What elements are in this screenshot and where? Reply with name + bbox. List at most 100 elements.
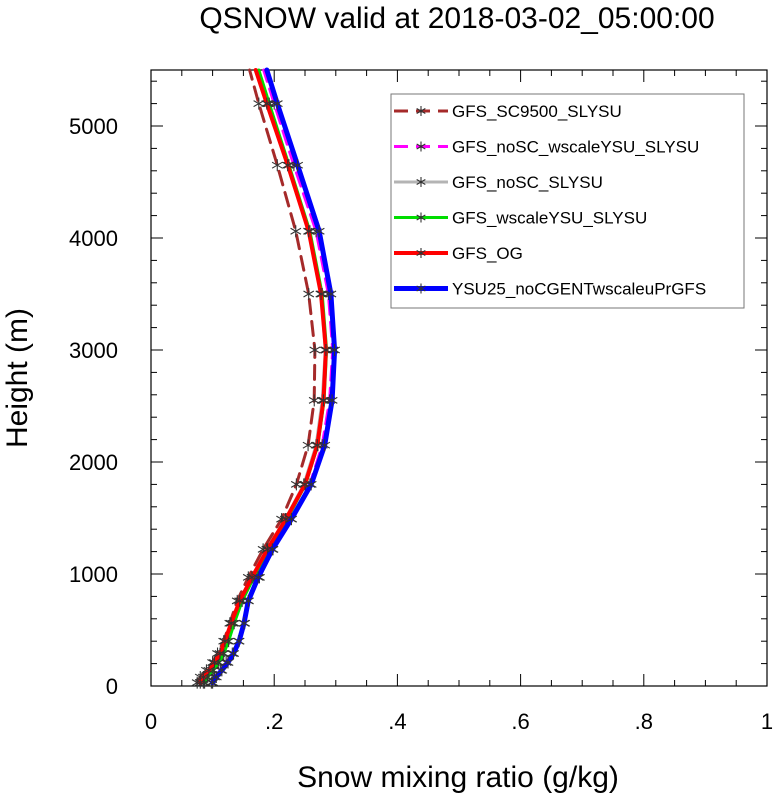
- series-marker: [242, 594, 254, 607]
- series-marker: [203, 664, 215, 677]
- series-marker: [222, 656, 234, 669]
- marker-stroke: [271, 100, 283, 108]
- marker-stroke: [319, 441, 331, 449]
- marker-stroke: [219, 637, 231, 645]
- marker-stroke: [292, 161, 304, 169]
- marker-stroke: [416, 108, 426, 114]
- legend-item: GFS_noSC_wscaleYSU_SLYSU: [394, 138, 699, 157]
- series-marker: [252, 571, 264, 584]
- series-marker: [318, 394, 329, 407]
- marker-stroke: [214, 650, 226, 657]
- series-marker: [416, 248, 426, 258]
- series-marker: [320, 344, 332, 356]
- x-tick-label: .2: [265, 709, 283, 734]
- series-marker: [216, 664, 228, 677]
- series-marker: [282, 159, 294, 172]
- marker-stroke: [416, 250, 426, 256]
- marker-stroke: [203, 666, 215, 674]
- marker-stroke: [416, 143, 426, 150]
- series-marker: [313, 225, 325, 238]
- series-marker: [238, 617, 250, 630]
- series-marker: [325, 288, 337, 300]
- marker-stroke: [228, 650, 240, 657]
- series-marker: [326, 394, 338, 407]
- series-GFS_OG: [194, 68, 332, 689]
- marker-stroke: [285, 515, 297, 523]
- marker-stroke: [271, 161, 283, 169]
- y-axis-label: Height (m): [1, 308, 34, 448]
- series-marker: [271, 97, 283, 110]
- series-marker: [315, 288, 327, 300]
- series-marker: [308, 394, 320, 407]
- series-line: [198, 68, 328, 685]
- marker-stroke: [266, 545, 278, 553]
- series-marker: [225, 617, 237, 630]
- x-tick-label: .4: [388, 709, 406, 734]
- marker-stroke: [238, 619, 250, 627]
- legend-item: GFS_noSC_SLYSU: [394, 173, 603, 192]
- series-GFS_noSC_SLYSU: [197, 68, 331, 689]
- series-marker: [416, 177, 426, 187]
- axis-ticks: 0 .2 .4 .6 .8 1 0 1000 2000 3000 4000 5000: [69, 70, 773, 734]
- series-marker: [208, 656, 220, 669]
- legend-item: GFS_wscaleYSU_SLYSU: [394, 209, 647, 228]
- series-marker: [416, 141, 426, 152]
- marker-stroke: [197, 673, 209, 681]
- series-marker: [233, 635, 245, 648]
- marker-stroke: [242, 597, 254, 605]
- series-marker: [210, 671, 222, 684]
- legend-item: GFS_OG: [394, 244, 523, 263]
- series-line: [201, 68, 327, 685]
- y-tick-label: 5000: [69, 114, 118, 139]
- legend: GFS_SC9500_SLYSU GFS_noSC_wscaleYSU_SLYSU…: [390, 93, 745, 309]
- series-marker: [303, 288, 315, 300]
- marker-stroke: [225, 619, 237, 627]
- marker-stroke: [208, 659, 220, 666]
- series-marker: [416, 283, 426, 294]
- series-marker: [234, 594, 246, 607]
- series-marker: [329, 344, 341, 356]
- y-tick-label: 4000: [69, 226, 118, 251]
- marker-stroke: [309, 346, 321, 354]
- series-marker: [416, 212, 426, 223]
- series-marker: [285, 513, 297, 526]
- series-GFS_wscaleYSU_SLYSU: [199, 68, 333, 689]
- series-marker: [261, 97, 273, 110]
- series-marker: [290, 225, 302, 238]
- marker-stroke: [315, 290, 327, 298]
- series-marker: [319, 439, 331, 452]
- series-marker: [271, 159, 283, 172]
- legend-label: GFS_wscaleYSU_SLYSU: [452, 209, 647, 228]
- marker-stroke: [416, 179, 426, 185]
- marker-stroke: [222, 659, 234, 666]
- marker-stroke: [207, 679, 219, 687]
- marker-stroke: [290, 227, 302, 235]
- legend-box: [390, 93, 745, 309]
- legend-label: GFS_noSC_wscaleYSU_SLYSU: [452, 138, 699, 157]
- marker-stroke: [313, 227, 325, 235]
- y-tick-label: 3000: [69, 338, 118, 363]
- marker-stroke: [318, 396, 329, 404]
- series-marker: [302, 439, 314, 452]
- marker-stroke: [325, 290, 337, 298]
- marker-stroke: [261, 100, 273, 108]
- x-axis-label: Snow mixing ratio (g/kg): [297, 761, 619, 794]
- marker-stroke: [326, 396, 338, 404]
- x-tick-label: 0: [145, 709, 157, 734]
- legend-item: GFS_SC9500_SLYSU: [394, 102, 622, 121]
- marker-stroke: [329, 346, 341, 354]
- marker-stroke: [416, 285, 426, 292]
- series-marker: [197, 671, 209, 684]
- marker-stroke: [303, 290, 315, 298]
- legend-label: GFS_noSC_SLYSU: [452, 173, 603, 192]
- series-group: [191, 67, 341, 689]
- series-marker: [253, 97, 265, 110]
- legend-label: YSU25_noCGENTwscaleuPrGFS: [452, 280, 706, 299]
- marker-stroke: [303, 227, 315, 235]
- y-tick-label: 0: [106, 674, 118, 699]
- marker-stroke: [233, 637, 245, 645]
- marker-stroke: [210, 673, 222, 681]
- y-tick-label: 2000: [69, 450, 118, 475]
- marker-stroke: [216, 666, 228, 674]
- legend-label: GFS_SC9500_SLYSU: [452, 102, 622, 121]
